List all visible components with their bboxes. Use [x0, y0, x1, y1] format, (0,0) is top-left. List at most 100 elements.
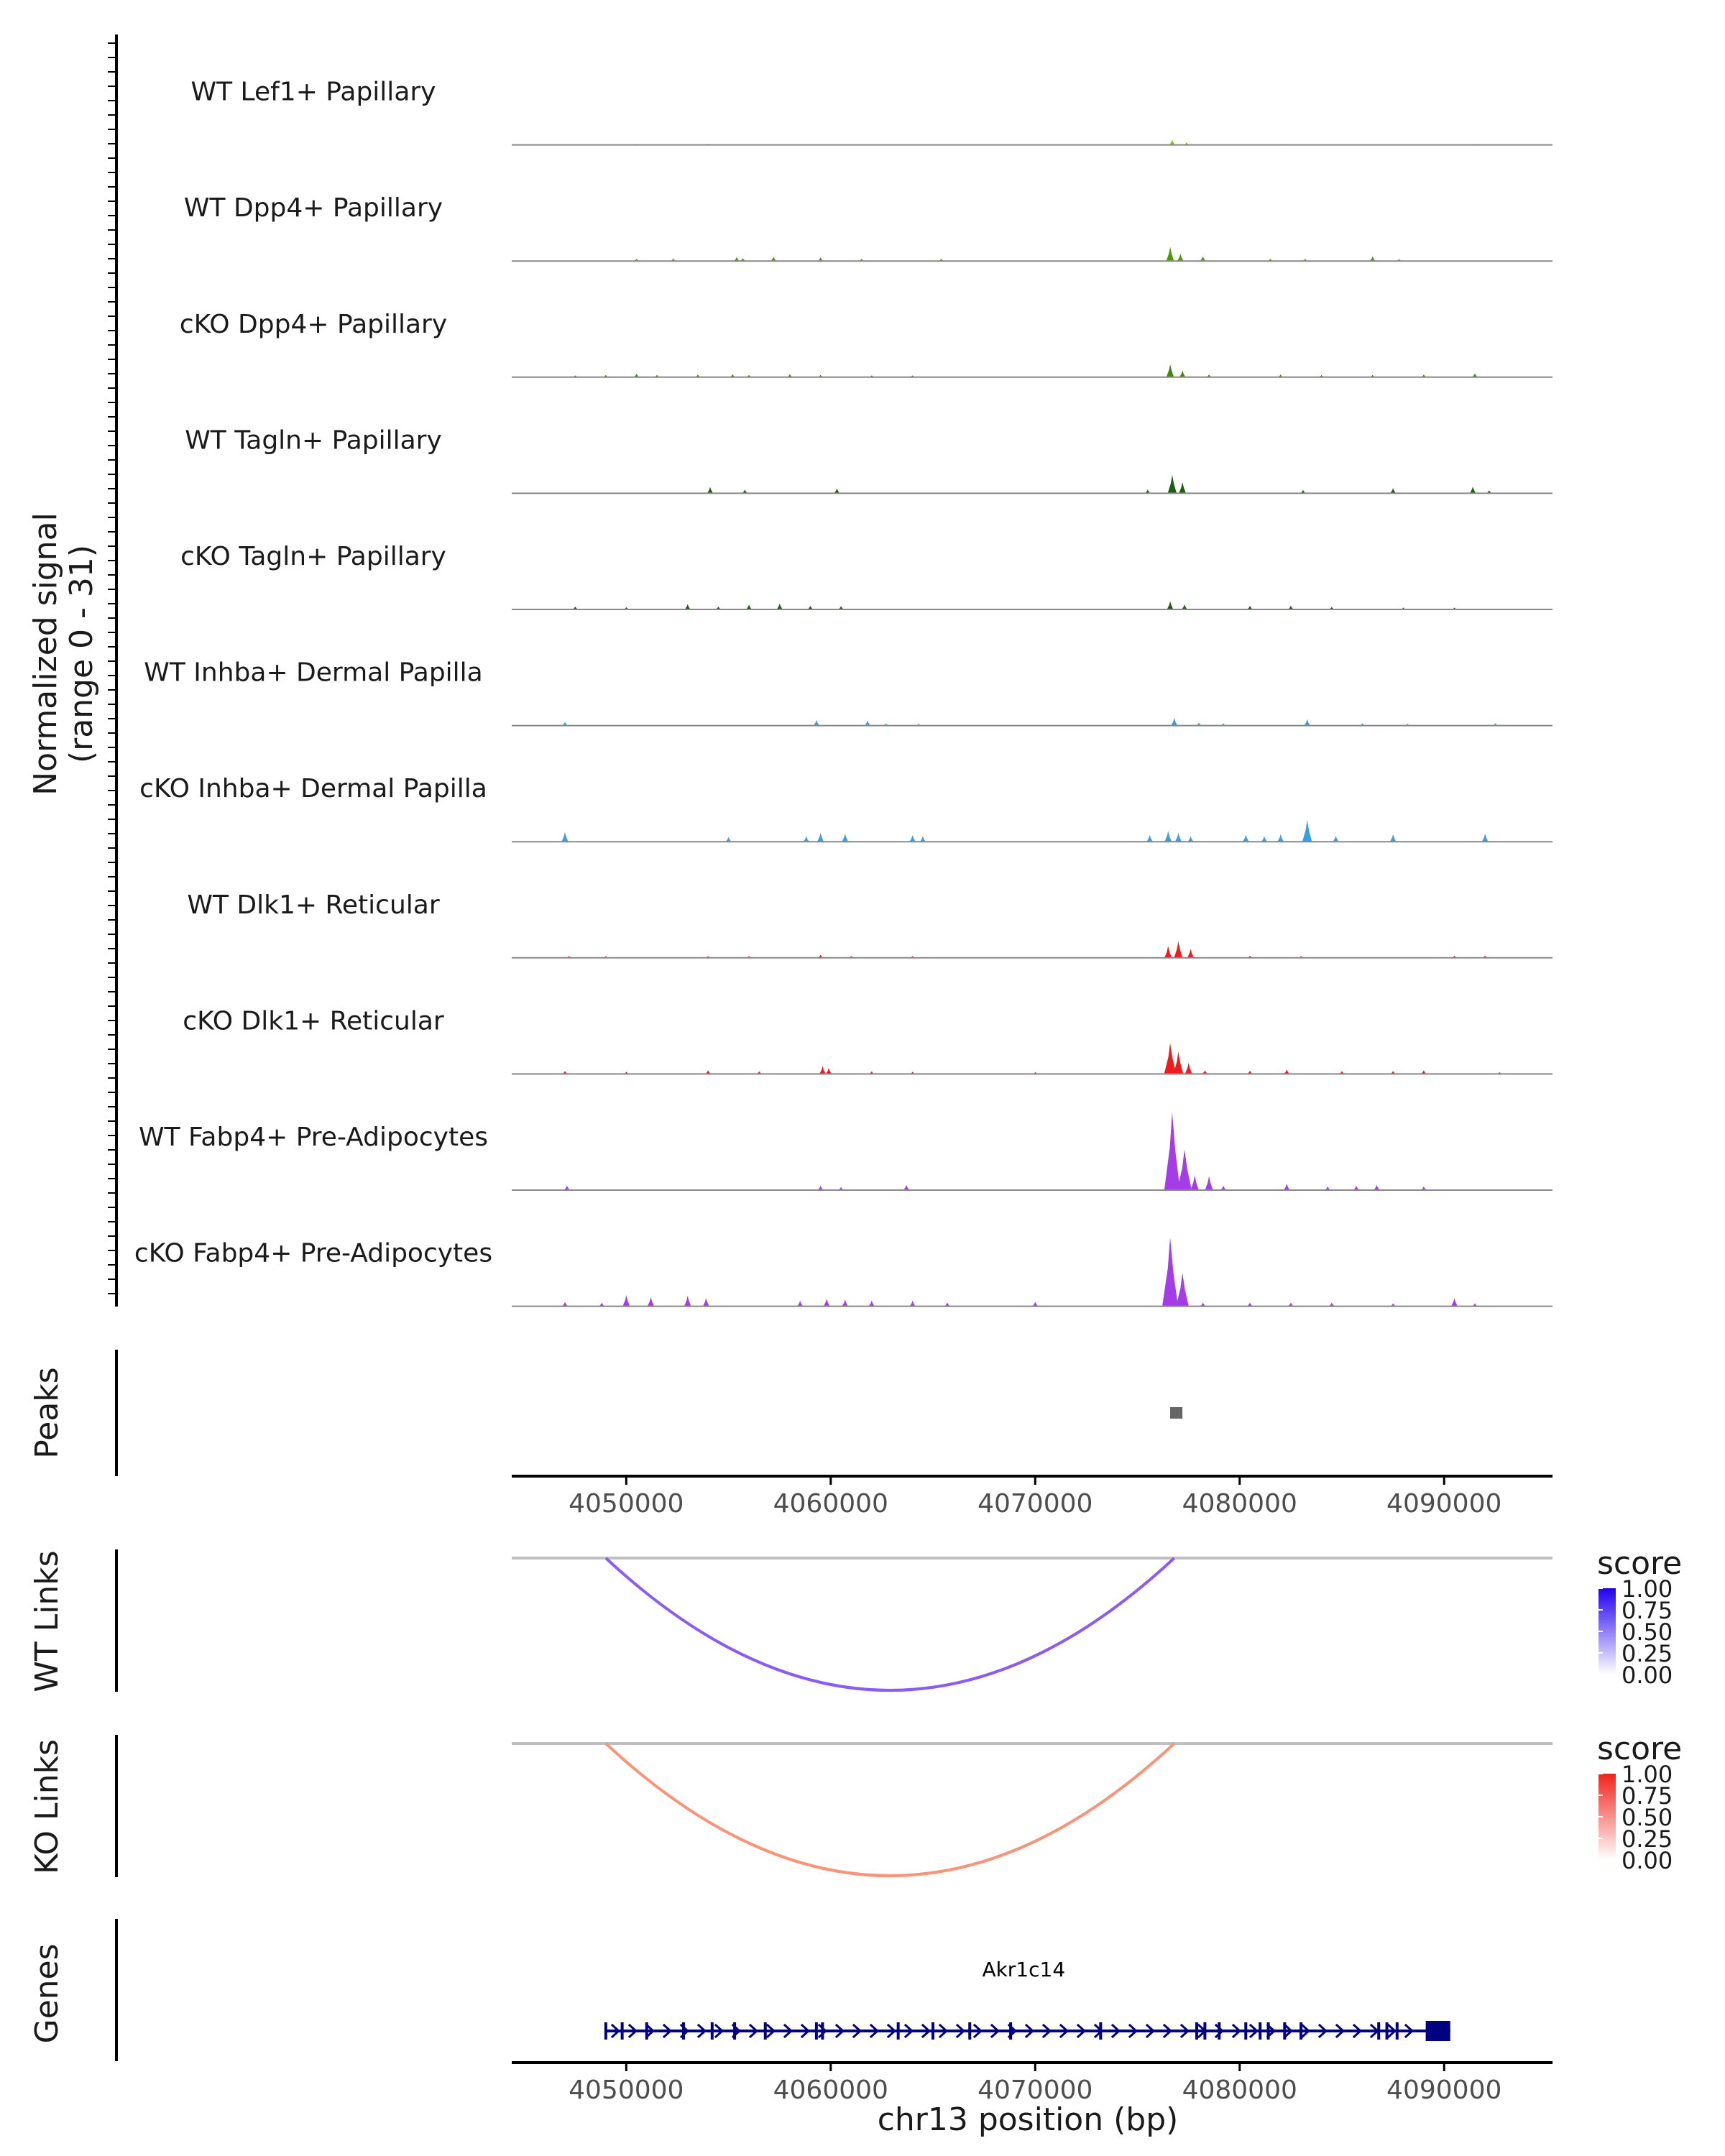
coverage-track: WT Tagln+ Papillary — [185, 425, 1552, 494]
wt-links-panel-label: WT Links — [29, 1550, 65, 1692]
coverage-track: WT Lef1+ Papillary — [191, 78, 1552, 146]
coverage-peak — [1300, 489, 1306, 494]
coverage-peak — [1200, 256, 1206, 262]
coverage-peak — [1167, 474, 1177, 494]
strand-arrow — [886, 2023, 897, 2039]
track-label: cKO Tagln+ Papillary — [180, 542, 446, 571]
gene-exon — [733, 2022, 737, 2040]
coverage-peak — [1284, 1184, 1290, 1190]
coverage-peak — [838, 1187, 844, 1190]
coverage-peak — [1329, 1302, 1335, 1307]
x-tick-label: 4080000 — [1182, 1489, 1297, 1519]
coverage-peak — [1390, 488, 1397, 494]
track-label: WT Fabp4+ Pre-Adipocytes — [139, 1123, 488, 1152]
track-label: WT Tagln+ Papillary — [185, 425, 442, 455]
strand-arrow — [1404, 2023, 1414, 2039]
gene-exon — [1009, 2022, 1013, 2040]
coverage-peak — [746, 604, 752, 609]
legend-label: 0.00 — [1622, 1847, 1673, 1874]
coverage-peak — [740, 258, 745, 262]
coverage-peak — [868, 1300, 875, 1307]
coverage-peak — [1284, 1069, 1289, 1074]
coverage-peak — [1164, 946, 1172, 958]
strand-arrow — [714, 2023, 724, 2039]
legend-title: score — [1597, 1731, 1682, 1767]
legend-label: 0.25 — [1622, 1640, 1673, 1667]
coverage-peak — [1486, 490, 1492, 494]
ko-links-panel-label: KO Links — [29, 1739, 65, 1874]
coverage-peak — [1374, 1184, 1380, 1190]
coverage-peak — [562, 722, 568, 726]
coverage-peak — [1288, 605, 1294, 609]
x-axis-upper: 4050000 4060000 4070000 4080000 4090000 — [512, 1475, 1552, 1519]
coverage-peak — [1339, 1071, 1345, 1074]
coverage-peak — [647, 1296, 655, 1307]
strand-arrow — [1024, 2023, 1035, 2039]
coverage-peak — [865, 720, 870, 726]
coverage-peak — [1166, 247, 1174, 262]
link-arc — [604, 1742, 1176, 1877]
gene-exon — [1266, 2022, 1270, 2040]
coverage-peak — [1179, 482, 1187, 494]
strand-arrow — [748, 2023, 759, 2039]
coverage-track: cKO Fabp4+ Pre-Adipocytes — [134, 1238, 1552, 1307]
coverage-peak — [1247, 1302, 1253, 1307]
coverage-peak — [1389, 834, 1397, 842]
strand-arrow — [1214, 2023, 1225, 2039]
coverage-peak — [1220, 1185, 1226, 1190]
legend-label: 0.50 — [1622, 1804, 1673, 1831]
coverage-peak — [1145, 489, 1151, 494]
coverage-peak — [1481, 833, 1489, 842]
coverage-peak — [1196, 722, 1202, 726]
strand-arrow — [1248, 2023, 1259, 2039]
coverage-peak — [1390, 1071, 1396, 1074]
x-tick-label: 4050000 — [569, 2076, 684, 2105]
coverage-peak — [684, 604, 691, 609]
strand-arrow — [852, 2023, 862, 2039]
legend-label: 0.50 — [1622, 1618, 1673, 1646]
gene-exon — [814, 2022, 818, 2040]
coverage-peak — [944, 1302, 950, 1307]
coverage-peak — [561, 831, 569, 842]
track-label: WT Dpp4+ Papillary — [184, 193, 443, 223]
coverage-peak — [919, 836, 926, 842]
strand-arrow — [990, 2023, 1000, 2039]
coverage-peak — [1302, 820, 1312, 842]
coverage-peak — [803, 836, 809, 842]
coverage-tracks: WT Lef1+ Papillary WT Dpp4+ Papillary cKO … — [134, 78, 1552, 1307]
coverage-track: WT Inhba+ Dermal Papilla — [144, 658, 1552, 727]
coverage-peak — [1421, 1186, 1427, 1190]
coverage-peak — [1451, 1298, 1458, 1307]
gene-exon — [1218, 2022, 1221, 2040]
coverage-peak — [707, 487, 714, 494]
coverage-peak — [817, 257, 824, 262]
coverage-peak — [1469, 487, 1476, 494]
coverage-peak — [734, 257, 740, 262]
gene-exon — [710, 2022, 714, 2040]
coverage-peak — [834, 488, 840, 494]
x-tick-label: 4090000 — [1386, 1489, 1501, 1519]
coverage-peak — [705, 1070, 711, 1074]
coverage-peak — [1187, 949, 1195, 958]
strand-arrow — [1352, 2023, 1363, 2039]
strand-arrow — [1231, 2023, 1242, 2039]
coverage-peak — [742, 489, 748, 494]
coverage-peak — [1190, 1175, 1199, 1190]
coverage-peak — [1167, 601, 1174, 609]
strand-arrow — [1041, 2023, 1052, 2039]
track-label: WT Dlk1+ Reticular — [187, 890, 439, 920]
coverage-peak — [562, 1302, 568, 1307]
coverage-peak — [1200, 1302, 1206, 1307]
coverage-peak — [823, 1299, 830, 1307]
coverage-peak — [633, 374, 640, 377]
coverage-peak — [838, 606, 844, 609]
coverage-peak — [1205, 1176, 1213, 1190]
x-tick-label: 4050000 — [569, 1489, 684, 1519]
coverage-peak — [730, 374, 735, 377]
strand-arrow — [1110, 2023, 1121, 2039]
coverage-peak — [1182, 604, 1187, 609]
x-axis-title: chr13 position (bp) — [878, 2101, 1179, 2138]
legend-label: 0.25 — [1622, 1825, 1673, 1853]
strand-arrow — [1300, 2023, 1311, 2039]
